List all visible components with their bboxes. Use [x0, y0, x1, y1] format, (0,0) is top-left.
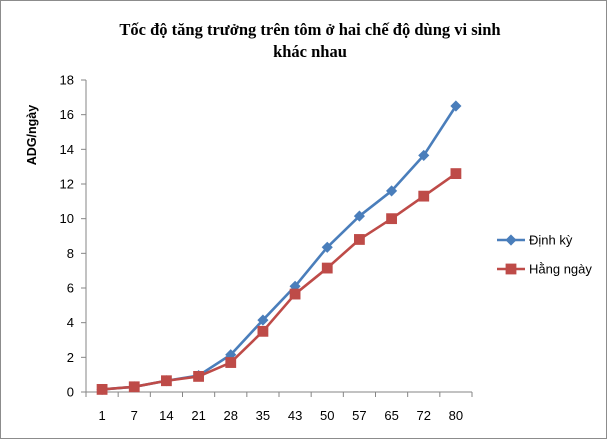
y-tick-label: 6 [67, 281, 74, 296]
x-tick-label: 80 [449, 408, 463, 423]
y-tick-label: 16 [60, 107, 74, 122]
legend-label-1: Định kỳ [529, 233, 573, 248]
x-tick-label: 28 [224, 408, 238, 423]
y-tick-label: 8 [67, 246, 74, 261]
series-2-point [225, 357, 237, 368]
x-tick-label: 50 [320, 408, 334, 423]
y-tick-label: 14 [60, 142, 74, 157]
x-tick-label: 57 [352, 408, 366, 423]
x-tick-label: 43 [288, 408, 302, 423]
x-tick-label: 14 [159, 408, 173, 423]
y-tick-label: 10 [60, 211, 74, 226]
series-2-point [96, 383, 108, 395]
series-2-point [257, 325, 269, 337]
series-2-point [418, 190, 430, 202]
series-2-point [193, 370, 204, 382]
x-tick-label: 35 [256, 408, 270, 423]
legend-marker-2 [505, 263, 517, 275]
y-axis-label: ADG/ngày [25, 105, 39, 165]
legend-marker-1 [505, 234, 517, 246]
x-tick-label: 21 [191, 408, 205, 423]
y-tick-label: 0 [67, 385, 74, 400]
legend-label-2: Hằng ngày [529, 262, 592, 277]
plot-area: 0 2 4 6 8 10 12 14 16 18 1 7 14 21 28 35 43 50 57 65 72 80 [60, 73, 473, 423]
series-2-point [386, 213, 397, 225]
series-2-point [161, 375, 172, 387]
series-1-point [321, 241, 333, 253]
x-tick-label: 72 [417, 408, 431, 423]
series-2-point [289, 288, 301, 300]
series-1-point [257, 314, 269, 326]
y-tick-label: 12 [60, 177, 74, 192]
series-1-point [386, 185, 398, 197]
chart-title-line-1: Tốc độ tăng trưởng trên tôm ở hai chế độ… [119, 20, 500, 39]
x-tick-label: 7 [131, 408, 138, 423]
legend: Định kỳ Hằng ngày [497, 233, 592, 277]
x-tick-label: 65 [384, 408, 398, 423]
y-tick-label: 2 [67, 350, 74, 365]
series-line-1 [101, 105, 458, 391]
series-2-point [354, 234, 365, 245]
series-2-point [450, 168, 462, 180]
y-tick-label: 4 [67, 315, 74, 330]
series-1-point [450, 100, 462, 112]
series-line-2 [101, 172, 457, 391]
x-tick-label: 1 [98, 408, 105, 423]
series-2-point [321, 262, 333, 274]
chart-title-line-2: khác nhau [273, 42, 347, 61]
series-1-point [353, 210, 365, 222]
series-1-point [418, 149, 430, 161]
y-tick-label: 18 [60, 73, 74, 88]
series-2-point [128, 381, 140, 393]
